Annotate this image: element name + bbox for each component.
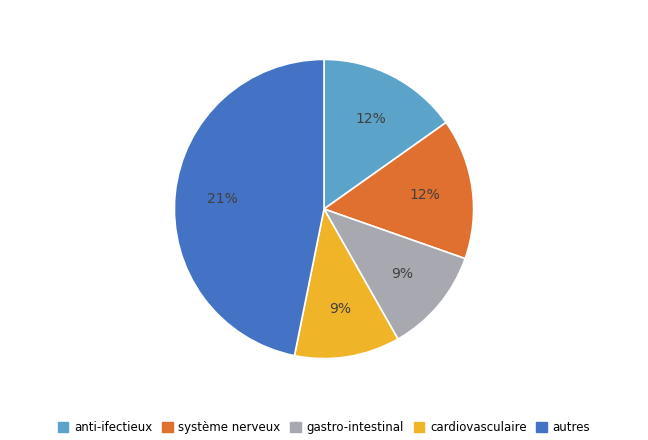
Text: 21%: 21% — [207, 192, 238, 206]
Wedge shape — [294, 209, 398, 359]
Legend: anti-ifectieux, système nerveux, gastro-intestinal, cardiovasculaire, autres: anti-ifectieux, système nerveux, gastro-… — [53, 416, 595, 439]
Wedge shape — [174, 59, 324, 356]
Text: 12%: 12% — [355, 112, 386, 126]
Wedge shape — [324, 209, 465, 339]
Text: 9%: 9% — [391, 267, 413, 281]
Wedge shape — [324, 122, 474, 259]
Text: 9%: 9% — [329, 302, 351, 316]
Text: 12%: 12% — [410, 188, 440, 202]
Wedge shape — [324, 59, 446, 209]
